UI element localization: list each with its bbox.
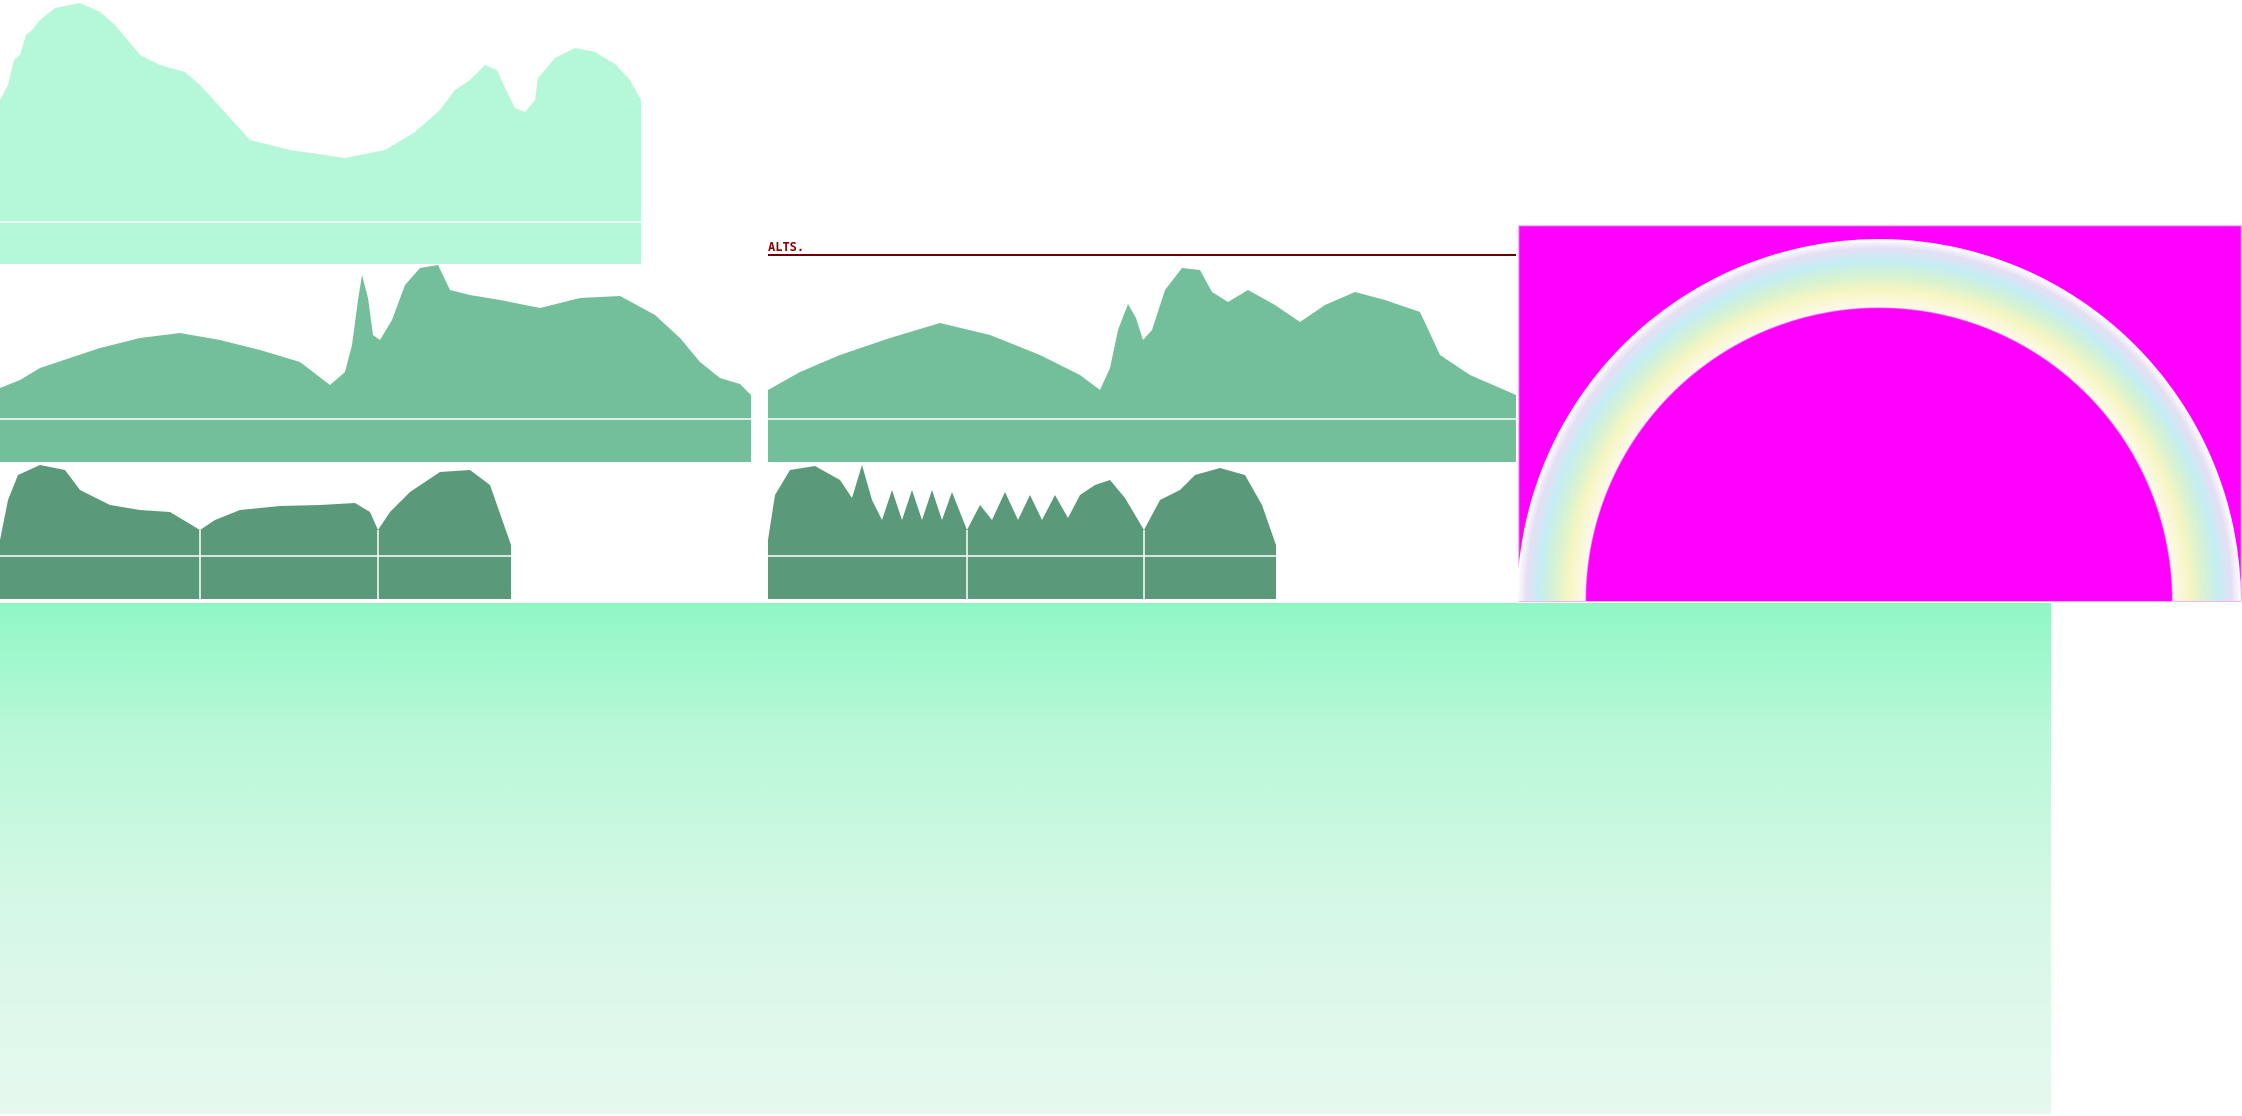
sheet-label: ALTS. — [768, 240, 804, 254]
near-bushes-a — [0, 465, 511, 599]
near-bushes-b — [768, 465, 1276, 599]
mid-hills-b — [768, 268, 1516, 462]
far-mountains — [0, 3, 641, 264]
mid-hills-a — [0, 265, 751, 462]
rainbow-panel — [1517, 225, 2242, 602]
sky-gradient — [0, 603, 2051, 1114]
